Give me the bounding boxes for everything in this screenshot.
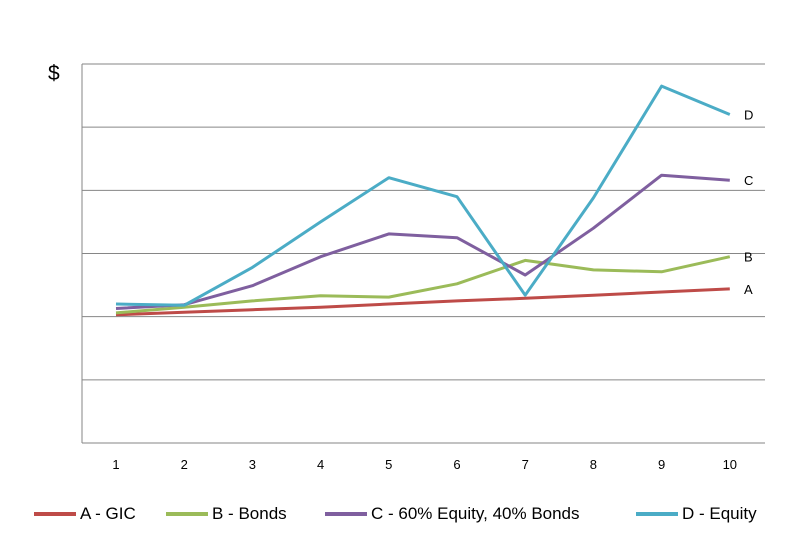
- gridlines: [81, 63, 765, 444]
- x-tick-label: 9: [658, 457, 665, 472]
- series-line-a: [115, 287, 730, 317]
- chart-canvas: $ 1 2 3 4 5 6 7 8 9 10 A B C D: [48, 62, 765, 472]
- x-tick-label: 6: [453, 457, 460, 472]
- series-end-labels: A B C D: [744, 108, 753, 297]
- legend-label-a: A - GIC: [80, 504, 136, 523]
- series-end-label-b: B: [744, 250, 753, 265]
- legend-label-d: D - Equity: [682, 504, 757, 523]
- legend-swatch-a: [34, 512, 76, 516]
- x-tick-label: 8: [590, 457, 597, 472]
- legend-label-b: B - Bonds: [212, 504, 287, 523]
- legend-label-c: C - 60% Equity, 40% Bonds: [371, 504, 580, 523]
- y-axis-label: $: [48, 62, 60, 85]
- x-tick-label: 2: [181, 457, 188, 472]
- series-end-label-c: C: [744, 173, 753, 188]
- x-tick-label: 1: [112, 457, 119, 472]
- series-line-b: [115, 255, 731, 315]
- legend-item-d: D - Equity: [636, 504, 757, 524]
- legend-item-b: B - Bonds: [166, 504, 287, 524]
- legend-item-a: A - GIC: [34, 504, 136, 524]
- series-line-c: [115, 173, 730, 310]
- legend-swatch-c: [325, 512, 367, 516]
- x-tick-labels: 1 2 3 4 5 6 7 8 9 10: [112, 457, 737, 472]
- legend-swatch-b: [166, 512, 208, 516]
- x-tick-label: 4: [317, 457, 324, 472]
- legend: A - GIC B - Bonds C - 60% Equity, 40% Bo…: [0, 500, 800, 530]
- x-tick-label: 5: [385, 457, 392, 472]
- x-tick-label: 7: [522, 457, 529, 472]
- legend-swatch-d: [636, 512, 678, 516]
- series-lines: [115, 84, 731, 317]
- series-end-label-d: D: [744, 108, 753, 123]
- series-end-label-a: A: [744, 282, 753, 297]
- series-line-d: [115, 84, 731, 307]
- legend-item-c: C - 60% Equity, 40% Bonds: [325, 504, 580, 524]
- x-tick-label: 10: [723, 457, 737, 472]
- x-tick-label: 3: [249, 457, 256, 472]
